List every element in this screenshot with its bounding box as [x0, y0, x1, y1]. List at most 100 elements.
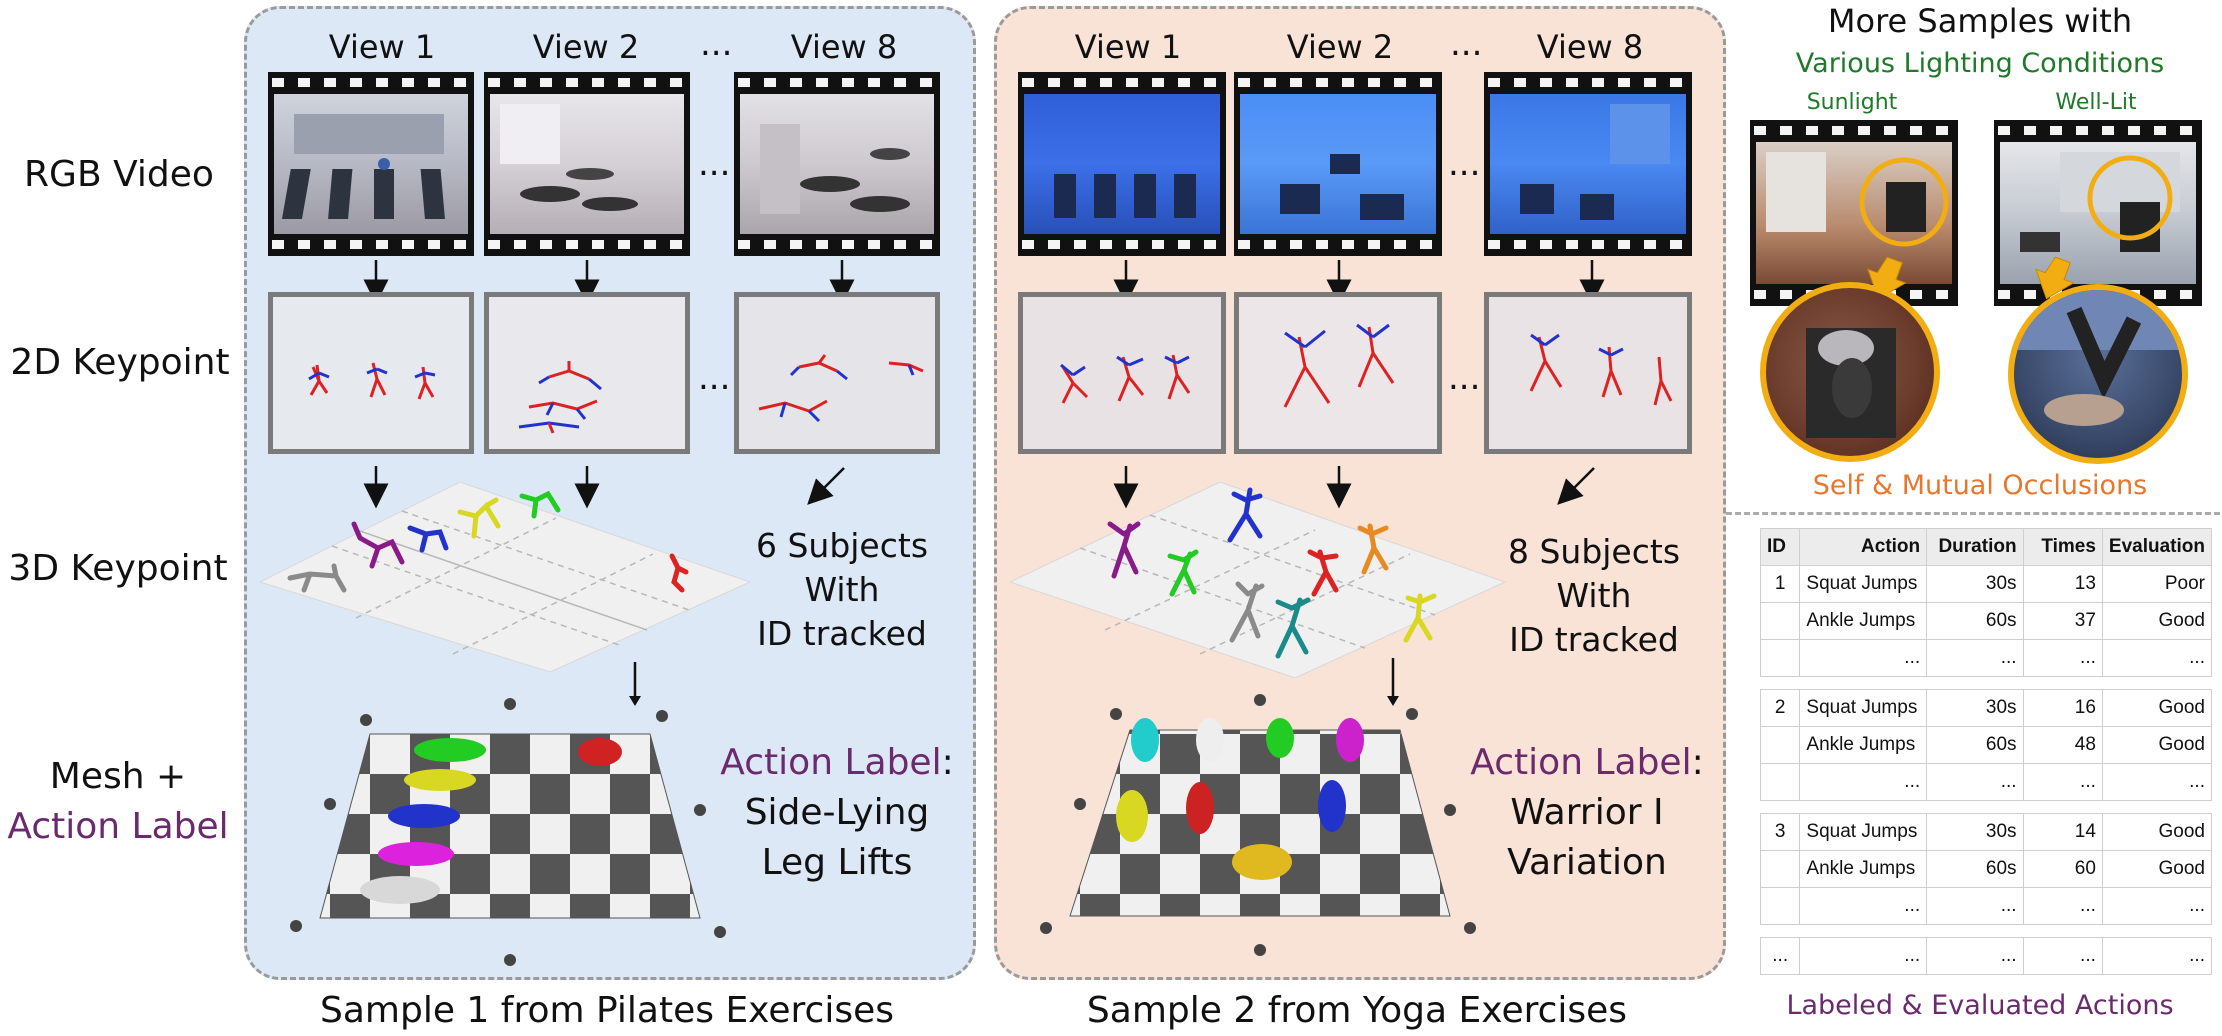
- table-cell: ...: [1799, 937, 1928, 975]
- more-samples-subtitle: Various Lighting Conditions: [1795, 48, 2165, 79]
- table-cell: Ankle Jumps: [1799, 602, 1928, 640]
- table-cell: 60s: [1926, 602, 2024, 640]
- table-cell: [1759, 887, 1801, 925]
- row-label-rgb-video: RGB Video: [24, 154, 214, 195]
- view-1-label-yoga: View 1: [1074, 28, 1182, 66]
- table-cell: [1759, 763, 1801, 801]
- table-header-row: ID Action Duration Times Evaluation: [1759, 528, 2213, 566]
- table-cell: ...: [2022, 937, 2103, 975]
- table-cell: Squat Jumps: [1799, 565, 1928, 603]
- more-samples-title: More Samples with: [1827, 2, 2133, 40]
- table-caption: Labeled & Evaluated Actions: [1786, 990, 2174, 1021]
- row-label-mesh: Mesh +: [49, 756, 187, 797]
- table-cell: ...: [2022, 763, 2103, 801]
- table-cell: 30s: [1926, 689, 2024, 727]
- view-2-label-yoga: View 2: [1286, 28, 1394, 66]
- keypoint-2d-frame-view-2: [484, 292, 690, 454]
- table-cell: 37: [2022, 602, 2103, 640]
- yoga-subjects-count: 8 Subjects With ID tracked: [1507, 532, 1681, 659]
- keypoint-2d-frame-yoga-view-2: [1234, 292, 1442, 454]
- table-cell: ...: [1799, 887, 1928, 925]
- yoga-action-label: Action Label: Warrior I Variation: [1470, 742, 1704, 883]
- rgb-video-frame-view-8: [734, 72, 940, 256]
- view-8-label-yoga: View 8: [1536, 28, 1644, 66]
- table-cell: Squat Jumps: [1799, 689, 1928, 727]
- table-cell: Squat Jumps: [1799, 813, 1928, 851]
- table-cell: 14: [2022, 813, 2103, 851]
- row-label-3d-keypoint: 3D Keypoint: [8, 548, 228, 589]
- kp2d-ellipsis-yoga: ...: [1448, 358, 1481, 398]
- keypoint-3d-plot-yoga: [1010, 482, 1507, 678]
- table-cell: 60s: [1926, 850, 2024, 888]
- view-ellipsis: ...: [700, 24, 733, 64]
- right-column-divider: [1726, 512, 2220, 515]
- table-row: 1 Squat Jumps 30s 13 Poor: [1759, 565, 2213, 603]
- header-action: Action: [1799, 528, 1928, 566]
- table-cell: 1: [1759, 565, 1801, 603]
- occlusion-caption: Self & Mutual Occlusions: [1812, 470, 2148, 501]
- table-row: 3 Squat Jumps 30s 14 Good: [1759, 813, 2213, 851]
- keypoint-2d-frame-yoga-view-8: [1484, 292, 1692, 454]
- table-cell: 13: [2022, 565, 2103, 603]
- table-row: ............: [1759, 639, 2213, 677]
- well-lit-label: Well-Lit: [2055, 90, 2137, 115]
- header-id: ID: [1759, 528, 1801, 566]
- table-group-spacer: [1761, 801, 2212, 814]
- table-row: 2 Squat Jumps 30s 16 Good: [1759, 689, 2213, 727]
- table-cell: [1759, 726, 1801, 764]
- view-2-label: View 2: [532, 28, 640, 66]
- table-cell: ...: [1926, 639, 2024, 677]
- table-cell: ...: [1926, 763, 2024, 801]
- table-cell: 16: [2022, 689, 2103, 727]
- header-times: Times: [2022, 528, 2103, 566]
- action-label-prefix: Action Label: [720, 742, 942, 783]
- table-cell: Good: [2101, 726, 2213, 764]
- keypoint-2d-frame-yoga-view-1: [1018, 292, 1226, 454]
- table-group-spacer: [1761, 925, 2212, 938]
- row-label-action-label: Action Label: [7, 806, 229, 847]
- keypoint-2d-frame-view-8: [734, 292, 940, 454]
- mesh-checkerboard-pilates: [290, 698, 726, 966]
- table-cell: ...: [2101, 887, 2213, 925]
- table-cell: [1759, 850, 1801, 888]
- rgb-video-frame-yoga-view-1: [1018, 72, 1226, 256]
- view-1-label: View 1: [328, 28, 436, 66]
- pilates-sample-caption: Sample 1 from Pilates Exercises: [320, 990, 894, 1031]
- table-cell: Good: [2101, 850, 2213, 888]
- yoga-sample-caption: Sample 2 from Yoga Exercises: [1086, 990, 1628, 1031]
- rgb-video-frame-view-1: [268, 72, 474, 256]
- table-cell: ...: [1799, 639, 1928, 677]
- rgb-ellipsis-yoga: ...: [1448, 144, 1481, 184]
- table-cell: [1759, 602, 1801, 640]
- table-cell: 60: [2022, 850, 2103, 888]
- table-cell: 30s: [1926, 565, 2024, 603]
- table-cell: ...: [1926, 937, 2024, 975]
- pilates-action-label: Action Label: Side-Lying Leg Lifts: [720, 742, 954, 883]
- kp2d-ellipsis: ...: [698, 358, 731, 398]
- table-cell: [1759, 639, 1801, 677]
- sunlight-zoom-circle: [1760, 282, 1940, 462]
- table-group-spacer: [1761, 677, 2212, 690]
- header-duration: Duration: [1926, 528, 2024, 566]
- table-cell: Ankle Jumps: [1799, 726, 1928, 764]
- table-row: ............: [1759, 763, 2213, 801]
- table-cell: ...: [1759, 937, 1801, 975]
- table-row: Ankle Jumps 60s 48 Good: [1759, 726, 2213, 764]
- rgb-video-frame-view-2: [484, 72, 690, 256]
- view-8-label: View 8: [790, 28, 898, 66]
- table-cell: 3: [1759, 813, 1801, 851]
- keypoint-3d-plot-pilates: [260, 482, 752, 672]
- table-cell: 2: [1759, 689, 1801, 727]
- table-row: Ankle Jumps 60s 37 Good: [1759, 602, 2213, 640]
- table-cell: ...: [2101, 763, 2213, 801]
- table-cell: Ankle Jumps: [1799, 850, 1928, 888]
- table-cell: Good: [2101, 813, 2213, 851]
- arrows-pilates: [363, 260, 855, 509]
- table-row: ............: [1759, 887, 2213, 925]
- table-cell: ...: [2101, 639, 2213, 677]
- rgb-video-frame-yoga-view-8: [1484, 72, 1692, 256]
- arrow-3d-to-mesh-pilates: [629, 662, 641, 706]
- header-evaluation: Evaluation: [2101, 528, 2213, 566]
- table-row: ...............: [1759, 937, 2213, 975]
- view-ellipsis-yoga: ...: [1450, 24, 1483, 64]
